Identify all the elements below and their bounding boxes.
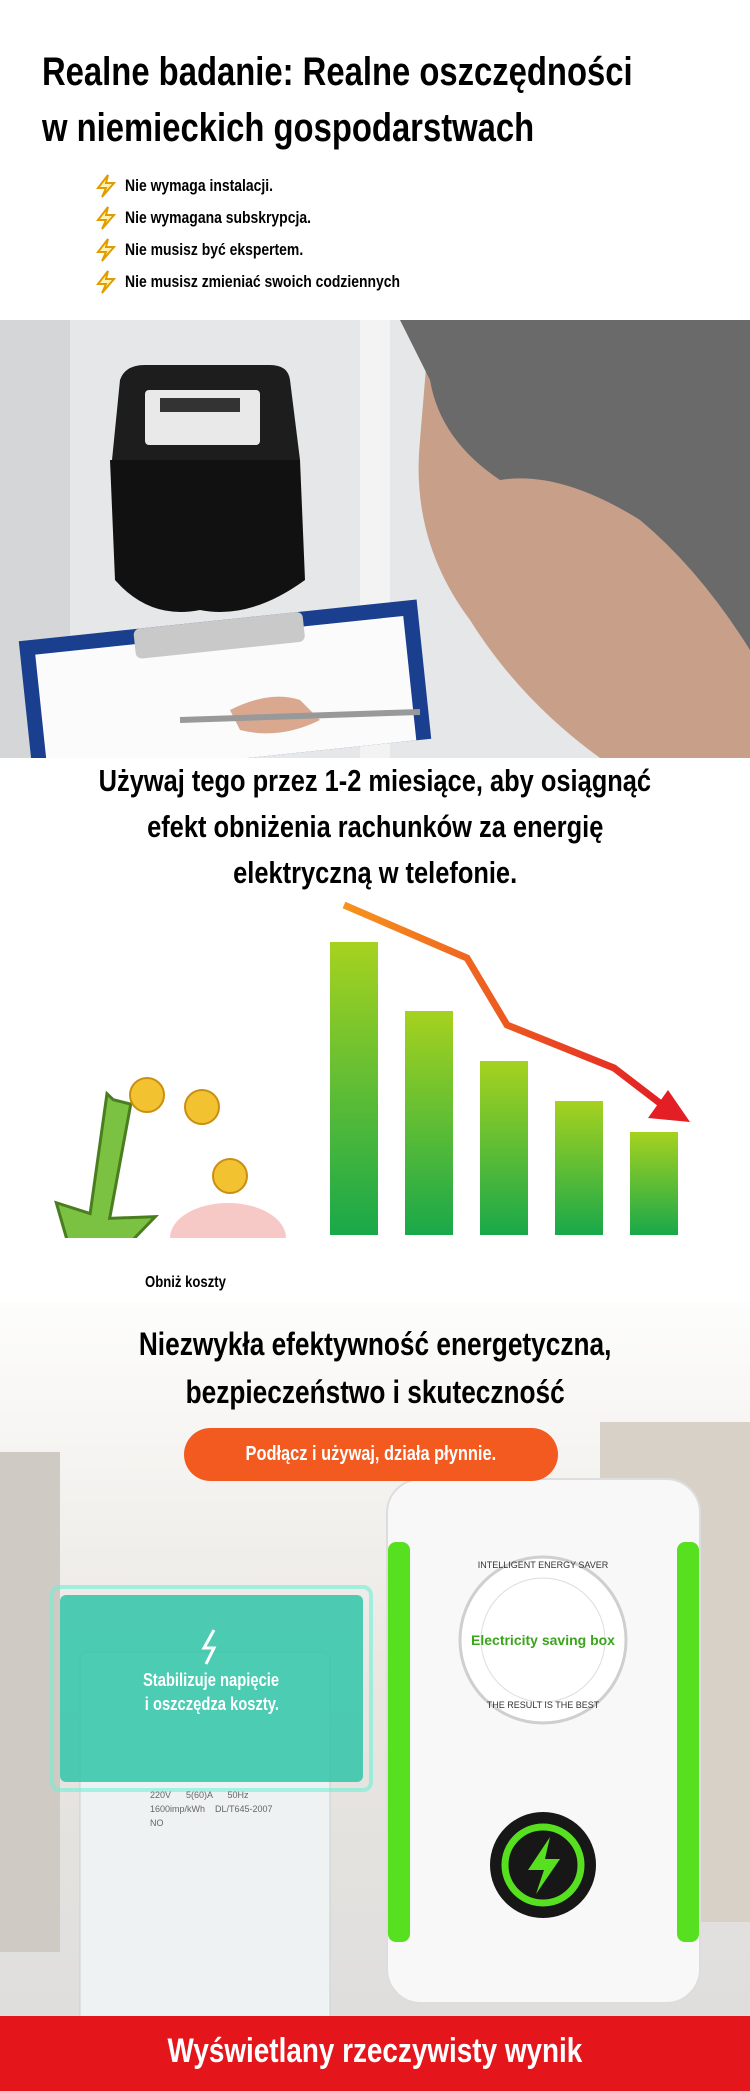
bolt-icon	[95, 270, 117, 294]
label: Obniż koszty	[145, 1274, 226, 1291]
title-line: Niezwykła efektywność energetyczna,	[138, 1326, 612, 1362]
product-scene	[0, 1302, 750, 2091]
illustration-label: Obniż koszty	[145, 1274, 244, 1292]
bullet-item: Nie wymagana subskrypcja.	[95, 202, 460, 234]
badge-bottom: THE RESULT IS THE BEST	[486, 1700, 600, 1710]
banner-text: Wyświetlany rzeczywisty wynik	[167, 2032, 583, 2070]
pill-text: Podłącz i używaj, działa płynnie.	[245, 1443, 497, 1465]
bullets: Nie wymaga instalacji. Nie wymagana subsk…	[95, 170, 460, 298]
meter-text: 220V 5(60)A 50Hz 1600imp/kWh DL/T645-200…	[150, 1788, 273, 1830]
bullet-text: Nie wymagana subskrypcja.	[125, 208, 311, 227]
title-line: bezpieczeństwo i skuteczność	[185, 1374, 565, 1410]
title-line: w niemieckich gospodarstwach	[42, 106, 535, 150]
bullet-list: Nie wymaga instalacji. Nie wymagana subsk…	[95, 170, 460, 298]
text-line: elektryczną w telefonie.	[233, 855, 517, 890]
usage-text: Używaj tego przez 1-2 miesiące, aby osią…	[0, 758, 750, 896]
meter-line: NO	[150, 1818, 164, 1828]
bolt-icon	[95, 238, 117, 262]
bullet-text: Nie musisz zmieniać swoich codziennych	[125, 272, 401, 291]
product-title: Niezwykła efektywność energetyczna, bezp…	[0, 1320, 750, 1416]
badge-center: Electricity saving box	[471, 1632, 615, 1648]
bullet-text: Nie wymaga instalacji.	[125, 176, 273, 195]
text-line: efekt obniżenia rachunków za energię	[146, 809, 604, 844]
bullet-item: Nie musisz być ekspertem.	[95, 234, 460, 266]
bullet-text: Nie musisz być ekspertem.	[125, 240, 304, 259]
illustration	[0, 901, 690, 1298]
feature-pill: Podłącz i używaj, działa płynnie.	[184, 1428, 558, 1481]
overlay-line: i oszczędza koszty.	[144, 1694, 279, 1714]
overlay-text: Stabilizuje napięcie i oszczędza koszty.	[60, 1668, 363, 1716]
badge-top: INTELLIGENT ENERGY SAVER	[477, 1560, 609, 1570]
header-title: Realne badanie: Realne oszczędności w ni…	[42, 44, 750, 156]
bolt-icon	[95, 174, 117, 198]
bullet-item: Nie musisz zmieniać swoich codziennych	[95, 266, 460, 298]
overlay-line: Stabilizuje napięcie	[143, 1670, 280, 1690]
bullet-item: Nie wymaga instalacji.	[95, 170, 460, 202]
photo	[0, 320, 750, 758]
meter-line: 1600imp/kWh DL/T645-2007	[150, 1804, 273, 1814]
footer-banner: Wyświetlany rzeczywisty wynik	[0, 2028, 750, 2074]
title-line: Realne badanie: Realne oszczędności	[42, 50, 633, 94]
meter-line: 220V 5(60)A 50Hz	[150, 1790, 249, 1800]
bolt-icon	[95, 206, 117, 230]
text-line: Używaj tego przez 1-2 miesiące, aby osią…	[98, 763, 652, 798]
